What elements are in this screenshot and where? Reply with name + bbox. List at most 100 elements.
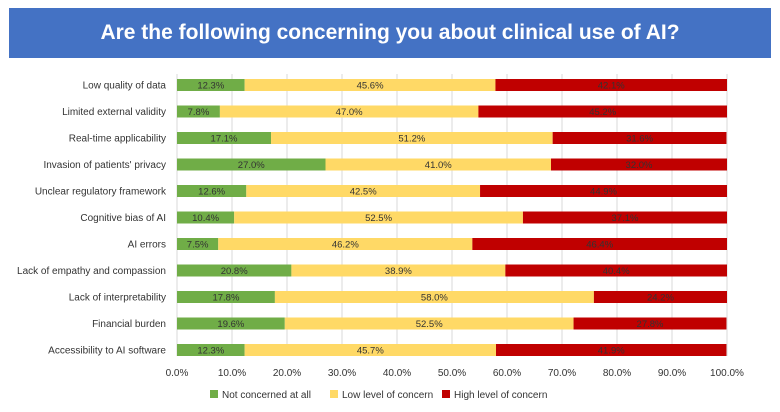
bar-segment xyxy=(219,105,479,118)
x-tick-label: 20.0% xyxy=(273,368,301,379)
bars: 12.3% 45.6% 42.1% 7.8% 47.0% 45.2% 17.1% 51.2% 3… xyxy=(177,79,727,357)
bar-segment xyxy=(177,211,235,224)
bar-segment xyxy=(551,158,727,171)
data-label: 10.4% xyxy=(192,213,219,224)
bar-segment xyxy=(177,317,285,330)
x-tick-label: 80.0% xyxy=(603,368,631,379)
category-label: Accessibility to AI software xyxy=(48,346,166,357)
category-label: Lack of interpretability xyxy=(69,293,166,304)
category-label: Low quality of data xyxy=(83,81,167,92)
data-label: 51.2% xyxy=(398,134,425,145)
data-label: 52.5% xyxy=(416,319,443,330)
bar-segment xyxy=(177,132,272,144)
bar-segment xyxy=(480,185,727,197)
legend-swatch xyxy=(442,390,450,398)
legend-label: High level of concern xyxy=(454,390,547,401)
data-label: 47.0% xyxy=(336,107,363,118)
data-label: 27.0% xyxy=(238,160,265,171)
chart-title-bar: Are the following concerning you about c… xyxy=(9,8,771,58)
data-label: 45.6% xyxy=(357,81,384,92)
x-axis-ticks: 0.0% 10.0% 20.0% 30.0% 40.0% 50.0% 60.0% 70.0% 8… xyxy=(166,368,744,379)
legend-item: Low level of concern xyxy=(330,390,433,401)
data-label: 7.5% xyxy=(187,240,209,251)
data-label: 46.4% xyxy=(586,240,613,251)
data-label: 27.8% xyxy=(637,319,664,330)
data-label: 20.8% xyxy=(221,266,248,277)
bar-segment xyxy=(177,79,245,91)
bar-segment xyxy=(505,264,727,277)
bar-segment xyxy=(177,344,245,356)
data-label: 17.8% xyxy=(212,293,239,304)
bar-segment xyxy=(218,238,473,250)
bar-segment xyxy=(495,79,727,91)
category-label: Invasion of patients' privacy xyxy=(43,160,166,171)
bar-segment xyxy=(177,264,292,277)
bar-segment xyxy=(593,291,727,303)
x-tick-label: 50.0% xyxy=(438,368,466,379)
category-label: Cognitive bias of AI xyxy=(80,213,166,224)
x-tick-label: 90.0% xyxy=(658,368,686,379)
data-label: 42.5% xyxy=(350,187,377,198)
bar-segment xyxy=(284,317,574,330)
x-tick-label: 40.0% xyxy=(383,368,411,379)
data-label: 37.1% xyxy=(612,213,639,224)
bar-segment xyxy=(478,105,727,118)
data-label: 44.9% xyxy=(590,187,617,198)
category-label: Unclear regulatory framework xyxy=(35,187,167,198)
legend-swatch xyxy=(210,390,218,398)
category-label: Limited external validity xyxy=(62,107,166,118)
bar-segment xyxy=(271,132,553,144)
category-label: AI errors xyxy=(128,240,166,251)
data-label: 24.2% xyxy=(647,293,674,304)
data-label: 58.0% xyxy=(421,293,448,304)
data-label: 52.5% xyxy=(365,213,392,224)
x-tick-label: 60.0% xyxy=(493,368,521,379)
data-label: 45.2% xyxy=(589,107,616,118)
bar-segment xyxy=(234,211,523,224)
bar-segment xyxy=(177,158,326,171)
data-label: 41.0% xyxy=(425,160,452,171)
x-tick-label: 70.0% xyxy=(548,368,576,379)
data-label: 42.1% xyxy=(598,81,625,92)
bar-segment xyxy=(177,105,220,118)
bar-segment xyxy=(325,158,551,171)
legend-label: Not concerned at all xyxy=(222,390,311,401)
legend-label: Low level of concern xyxy=(342,390,433,401)
bar-segment xyxy=(244,344,496,356)
data-label: 31.6% xyxy=(626,134,653,145)
data-label: 12.3% xyxy=(197,81,224,92)
data-label: 41.9% xyxy=(598,346,625,357)
bar-segment xyxy=(244,79,496,91)
x-tick-label: 30.0% xyxy=(328,368,356,379)
bar-segment xyxy=(274,291,594,303)
category-label: Lack of empathy and compassion xyxy=(17,266,166,277)
x-tick-label: 0.0% xyxy=(166,368,189,379)
bar-segment xyxy=(177,291,275,303)
data-label: 46.2% xyxy=(332,240,359,251)
data-label: 40.4% xyxy=(603,266,630,277)
bar-segment xyxy=(522,211,727,224)
legend-swatch xyxy=(330,390,338,398)
data-label: 12.6% xyxy=(198,187,225,198)
chart-title: Are the following concerning you about c… xyxy=(100,21,680,44)
bar-segment xyxy=(496,344,727,356)
bar-segment xyxy=(573,317,727,330)
bar-segment xyxy=(291,264,506,277)
x-tick-label: 10.0% xyxy=(218,368,246,379)
data-label: 45.7% xyxy=(357,346,384,357)
bar-segment xyxy=(177,185,247,197)
category-labels: Low quality of data Limited external vali… xyxy=(17,81,167,357)
bar-segment xyxy=(177,238,219,250)
category-label: Financial burden xyxy=(92,319,166,330)
category-label: Real-time applicability xyxy=(69,134,166,145)
legend-item: Not concerned at all xyxy=(210,390,311,401)
data-label: 32.0% xyxy=(626,160,653,171)
data-label: 12.3% xyxy=(197,346,224,357)
bar-segment xyxy=(472,238,727,250)
data-label: 38.9% xyxy=(385,266,412,277)
bar-segment xyxy=(552,132,727,144)
data-label: 19.6% xyxy=(217,319,244,330)
data-label: 7.8% xyxy=(188,107,210,118)
x-tick-label: 100.0% xyxy=(710,368,744,379)
